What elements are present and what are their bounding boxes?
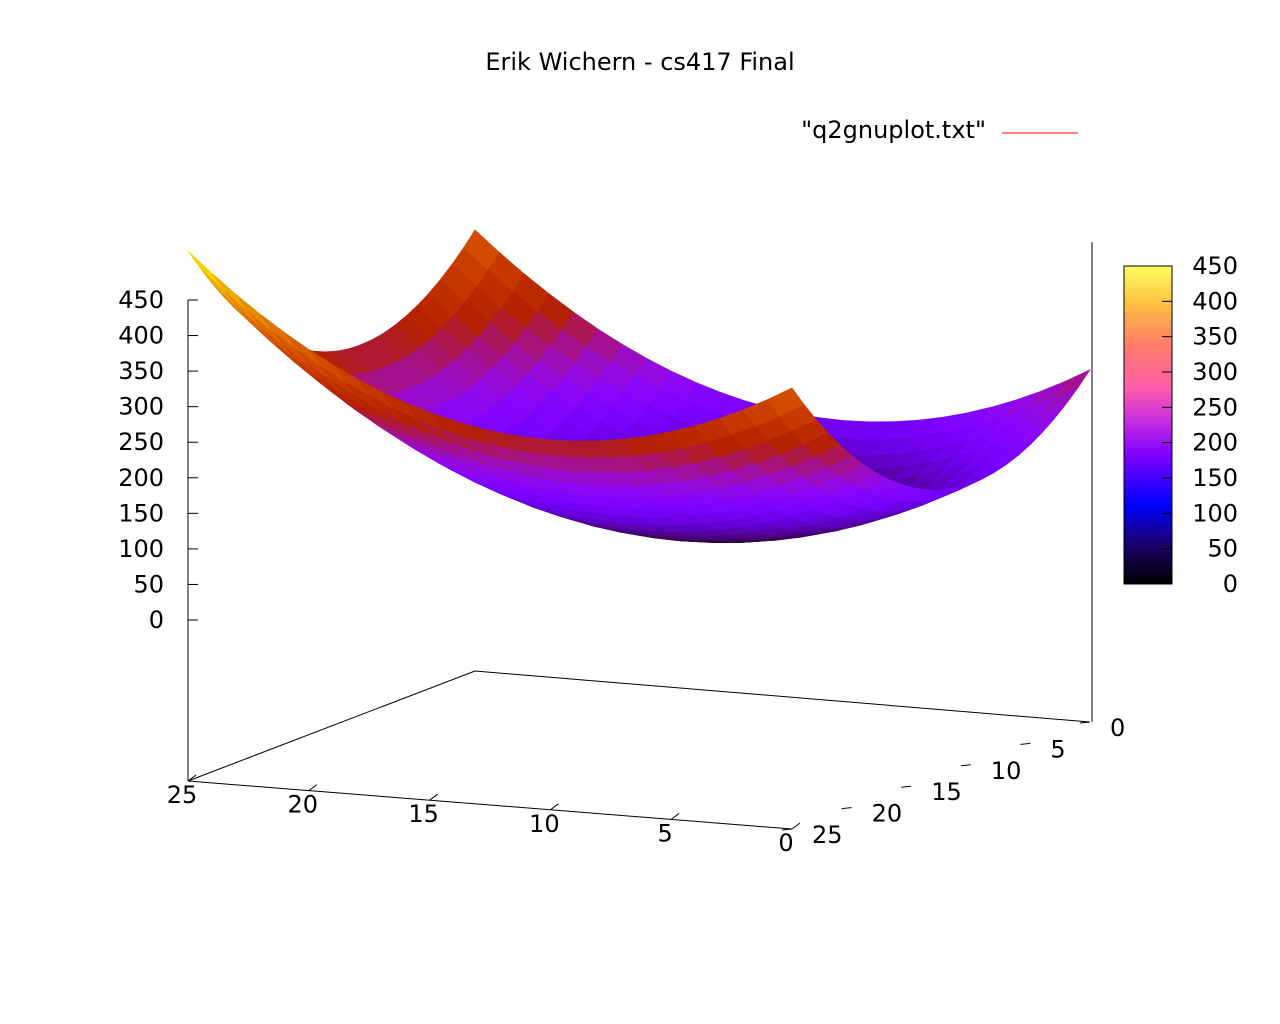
axes bbox=[187, 242, 1093, 831]
x-tick-label: 5 bbox=[658, 819, 673, 847]
y-tick-label: 5 bbox=[1050, 735, 1065, 763]
z-tick-label: 50 bbox=[133, 570, 164, 598]
z-tick-label: 150 bbox=[118, 499, 164, 527]
y-tick bbox=[901, 785, 912, 788]
x-tick bbox=[791, 822, 801, 830]
x-tick-label: 10 bbox=[529, 810, 560, 838]
colorbar-tick-label: 450 bbox=[1192, 252, 1238, 280]
x-tick bbox=[550, 803, 559, 811]
base-frame bbox=[187, 670, 1091, 830]
z-tick-label: 450 bbox=[118, 286, 164, 314]
z-tick-label: 400 bbox=[118, 322, 164, 350]
legend: "q2gnuplot.txt" bbox=[801, 116, 1078, 144]
z-tick-label: 350 bbox=[118, 357, 164, 385]
surface-cell bbox=[187, 250, 224, 291]
chart-title: Erik Wichern - cs417 Final bbox=[485, 48, 794, 76]
legend-label: "q2gnuplot.txt" bbox=[801, 116, 986, 144]
colorbar-tick-label: 200 bbox=[1192, 429, 1238, 457]
y-tick-label: 25 bbox=[812, 821, 843, 849]
surface-cell bbox=[199, 266, 236, 305]
surface-cell bbox=[223, 289, 260, 326]
y-tick-label: 10 bbox=[991, 757, 1022, 785]
colorbar-tick-label: 0 bbox=[1223, 570, 1238, 598]
colorbar-tick-label: 100 bbox=[1192, 499, 1238, 527]
x-tick bbox=[429, 793, 438, 801]
colorbar: 0 50 100 150 200 250 300 350 400 450 bbox=[1123, 252, 1238, 598]
colorbar-tick-label: 350 bbox=[1192, 323, 1238, 351]
y-tick bbox=[960, 764, 971, 767]
y-tick-label: 20 bbox=[872, 800, 903, 828]
z-tick-label: 300 bbox=[118, 393, 164, 421]
x-tick-label: 15 bbox=[408, 800, 439, 828]
surface-cell bbox=[767, 387, 805, 417]
x-tick bbox=[308, 784, 318, 791]
x-tick bbox=[187, 774, 197, 782]
colorbar-tick-label: 300 bbox=[1192, 358, 1238, 386]
x-tick-label: 0 bbox=[778, 829, 793, 857]
tick-labels: 0501001502002503003504004500510152025051… bbox=[118, 286, 1125, 857]
surface-cell bbox=[211, 273, 249, 312]
colorbar-tick-label: 150 bbox=[1192, 464, 1238, 492]
y-tick bbox=[1079, 721, 1091, 724]
z-tick-label: 250 bbox=[118, 428, 164, 456]
y-tick bbox=[841, 807, 852, 810]
surface bbox=[187, 229, 1091, 544]
x-tick bbox=[670, 813, 680, 820]
y-tick bbox=[1020, 742, 1031, 745]
x-tick-label: 20 bbox=[288, 791, 319, 819]
y-tick-label: 15 bbox=[931, 778, 962, 806]
colorbar-tick-label: 250 bbox=[1192, 393, 1238, 421]
y-tick-label: 0 bbox=[1110, 714, 1125, 742]
z-tick-label: 100 bbox=[118, 535, 164, 563]
z-tick-label: 0 bbox=[149, 606, 164, 634]
z-tick-label: 200 bbox=[118, 464, 164, 492]
colorbar-tick-label: 400 bbox=[1192, 287, 1238, 315]
colorbar-gradient bbox=[1123, 265, 1173, 585]
colorbar-tick-label: 50 bbox=[1207, 535, 1238, 563]
y-tick bbox=[781, 828, 793, 831]
x-tick-label: 25 bbox=[167, 781, 198, 809]
